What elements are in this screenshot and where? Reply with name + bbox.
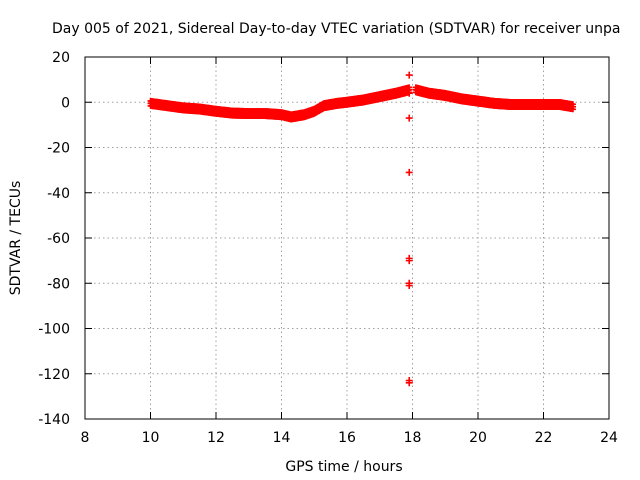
data-point [406,84,413,91]
x-tick-labels: 8 10 12 14 16 18 20 22 24 [81,430,618,446]
x-tick-label: 10 [142,430,160,446]
x-tick-label: 14 [273,430,291,446]
y-tick-label: -140 [38,412,70,428]
y-tick-label: -20 [47,141,70,157]
x-tick-label: 24 [600,430,618,446]
y-tick-label: 0 [61,95,70,111]
x-tick-label: 8 [81,430,90,446]
y-tick-label: -40 [47,186,70,202]
chart-title: Day 005 of 2021, Sidereal Day-to-day VTE… [52,21,620,37]
outlier-point [405,257,413,265]
outlier-point [405,71,413,79]
x-tick-label: 18 [404,430,422,446]
outlier-point [405,282,413,290]
outlier-point [405,377,413,385]
y-tick-label: -80 [47,276,70,292]
data-points [147,71,576,387]
y-tick-labels: 20 0 -20 -40 -60 -80 -100 -120 -140 [38,50,70,428]
y-tick-label: -100 [38,322,70,338]
x-tick-label: 20 [469,430,487,446]
x-tick-label: 12 [207,430,225,446]
outlier-point [405,89,413,97]
axis-ticks [84,56,610,420]
data-point [569,101,576,108]
outlier-point [405,168,413,176]
y-tick-label: 20 [52,50,70,66]
x-tick-label: 22 [535,430,553,446]
y-tick-label: -60 [47,231,70,247]
y-tick-label: -120 [38,367,70,383]
x-axis-label: GPS time / hours [285,459,402,475]
grid-lines [85,57,609,419]
y-axis-label: SDTVAR / TECUs [8,181,24,296]
x-tick-label: 16 [338,430,356,446]
outlier-point [405,114,413,122]
